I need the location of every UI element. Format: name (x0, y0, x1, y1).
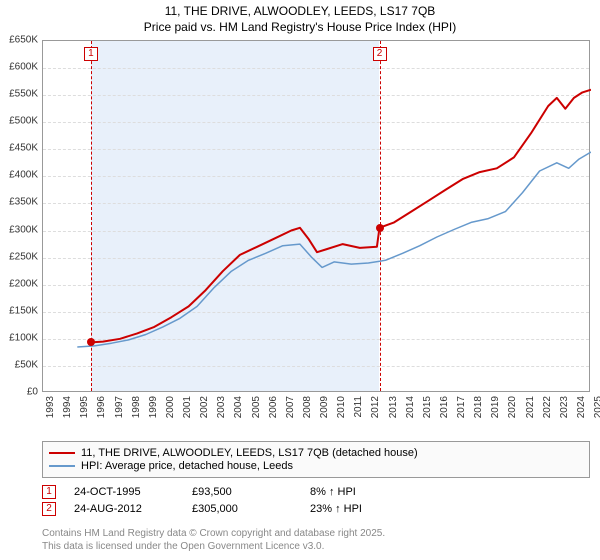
attribution-line-1: Contains HM Land Registry data © Crown c… (42, 528, 590, 541)
x-tick-label: 1996 (96, 396, 112, 418)
x-tick-label: 2024 (576, 396, 592, 418)
legend-swatch-2 (49, 465, 75, 467)
y-tick-label: £0 (0, 387, 38, 398)
x-tick-label: 2020 (507, 396, 523, 418)
x-tick-label: 2017 (456, 396, 472, 418)
x-tick-label: 2010 (336, 396, 352, 418)
legend: 11, THE DRIVE, ALWOODLEY, LEEDS, LS17 7Q… (42, 441, 590, 478)
x-tick-label: 2025 (593, 396, 600, 418)
x-tick-label: 2013 (388, 396, 404, 418)
x-tick-label: 2022 (542, 396, 558, 418)
sale-vline (380, 41, 381, 391)
x-tick-label: 2005 (251, 396, 267, 418)
x-tick-label: 2004 (233, 396, 249, 418)
legend-item-1: 11, THE DRIVE, ALWOODLEY, LEEDS, LS17 7Q… (49, 447, 583, 459)
sale-date-2: 24-AUG-2012 (74, 503, 174, 515)
y-tick-label: £400K (0, 170, 38, 181)
chart-title: 11, THE DRIVE, ALWOODLEY, LEEDS, LS17 7Q… (0, 0, 600, 35)
x-tick-label: 2003 (216, 396, 232, 418)
y-tick-label: £50K (0, 359, 38, 370)
x-tick-label: 1994 (62, 396, 78, 418)
y-tick-label: £600K (0, 62, 38, 73)
sale-marker-box: 2 (373, 47, 387, 61)
sale-price-2: £305,000 (192, 503, 292, 515)
legend-label-1: 11, THE DRIVE, ALWOODLEY, LEEDS, LS17 7Q… (81, 447, 418, 459)
x-tick-label: 2019 (490, 396, 506, 418)
sales-table: 1 24-OCT-1995 £93,500 8% ↑ HPI 2 24-AUG-… (42, 482, 590, 519)
x-tick-label: 1998 (131, 396, 147, 418)
x-tick-label: 2012 (370, 396, 386, 418)
y-tick-label: £300K (0, 224, 38, 235)
x-tick-label: 2014 (405, 396, 421, 418)
sale-price-1: £93,500 (192, 486, 292, 498)
x-tick-label: 1993 (45, 396, 61, 418)
y-tick-label: £550K (0, 89, 38, 100)
plot-area: 12 (42, 40, 590, 392)
chart-area: 12 £0£50K£100K£150K£200K£250K£300K£350K£… (42, 40, 590, 408)
x-tick-label: 2011 (353, 396, 369, 418)
series-line-2 (77, 152, 591, 347)
attribution: Contains HM Land Registry data © Crown c… (42, 528, 590, 553)
series-line-1 (91, 90, 591, 343)
x-tick-label: 2008 (302, 396, 318, 418)
sale-marker-2: 2 (42, 502, 56, 516)
x-tick-label: 2016 (439, 396, 455, 418)
chart-container: 11, THE DRIVE, ALWOODLEY, LEEDS, LS17 7Q… (0, 0, 600, 560)
sale-marker-box: 1 (84, 47, 98, 61)
y-tick-label: £450K (0, 143, 38, 154)
legend-item-2: HPI: Average price, detached house, Leed… (49, 460, 583, 472)
x-tick-label: 2015 (422, 396, 438, 418)
x-tick-label: 1999 (148, 396, 164, 418)
title-line-1: 11, THE DRIVE, ALWOODLEY, LEEDS, LS17 7Q… (0, 4, 600, 20)
sales-row-1: 1 24-OCT-1995 £93,500 8% ↑ HPI (42, 485, 590, 499)
sale-dot (87, 338, 95, 346)
x-tick-label: 2021 (525, 396, 541, 418)
x-tick-label: 2001 (182, 396, 198, 418)
y-tick-label: £500K (0, 116, 38, 127)
y-tick-label: £150K (0, 305, 38, 316)
title-line-2: Price paid vs. HM Land Registry's House … (0, 20, 600, 36)
x-tick-label: 1995 (79, 396, 95, 418)
y-tick-label: £250K (0, 251, 38, 262)
y-tick-label: £350K (0, 197, 38, 208)
x-tick-label: 1997 (114, 396, 130, 418)
y-tick-label: £200K (0, 278, 38, 289)
sale-pct-1: 8% ↑ HPI (310, 486, 410, 498)
sale-marker-1: 1 (42, 485, 56, 499)
sales-row-2: 2 24-AUG-2012 £305,000 23% ↑ HPI (42, 502, 590, 516)
legend-swatch-1 (49, 452, 75, 454)
sale-date-1: 24-OCT-1995 (74, 486, 174, 498)
y-tick-label: £100K (0, 332, 38, 343)
attribution-line-2: This data is licensed under the Open Gov… (42, 541, 590, 554)
x-tick-label: 2000 (165, 396, 181, 418)
x-tick-label: 2018 (473, 396, 489, 418)
sale-dot (376, 224, 384, 232)
x-tick-label: 2007 (285, 396, 301, 418)
y-tick-label: £650K (0, 35, 38, 46)
sale-pct-2: 23% ↑ HPI (310, 503, 410, 515)
x-tick-label: 2002 (199, 396, 215, 418)
x-tick-label: 2023 (559, 396, 575, 418)
line-series-svg (43, 41, 591, 393)
legend-label-2: HPI: Average price, detached house, Leed… (81, 460, 293, 472)
x-tick-label: 2009 (319, 396, 335, 418)
x-tick-label: 2006 (268, 396, 284, 418)
